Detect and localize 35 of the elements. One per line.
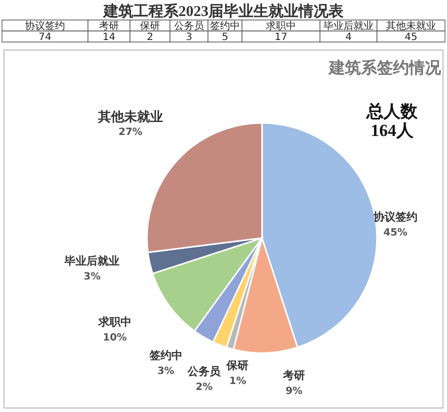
data-label: 3 [186,32,192,43]
category-label: 签约中 [210,20,240,32]
text: 建筑工程系2023届毕业生就业情况表 [102,3,344,20]
category-label: 协议签约 [25,20,65,32]
data-label: 45 [404,32,418,43]
category-label: 公务员 [174,20,204,32]
slice-label: 考研 [282,368,306,382]
data-label: 14 [102,32,116,43]
text: 总人数 164人 [366,102,418,140]
slice-label: 保研 [226,358,249,372]
data-label: 9% [286,386,303,397]
data-label: 3% [157,366,174,377]
category-label: 考研 [99,20,119,32]
slice-label: 签约中 [148,348,182,362]
data-label: 10% [102,332,127,344]
data-label: 2 [146,32,154,43]
data-label: 74 [38,32,52,43]
slice-label: 其他未就业 [96,109,163,126]
category-label: 求职中 [266,20,296,32]
data-label: 2% [196,382,213,393]
slice-label: 协议签约 [372,210,418,224]
category-label: 其他未就业 [386,20,436,32]
data-label: 3% [84,271,101,282]
data-label: 17 [274,32,288,43]
data-label: 27% [118,127,142,138]
data-label: 4 [345,32,352,43]
data-label: 45% [383,228,408,239]
slice-label: 公务员 [186,364,222,378]
data-label: 1% [229,376,246,387]
data-label: 5 [222,32,228,43]
slice-label: 求职中 [97,315,132,328]
category-label: 保研 [140,21,160,32]
category-label: 毕业后就业 [324,20,374,32]
slice-label: 毕业后就业 [64,254,120,268]
chart-title: 建筑系签约情况 [327,59,442,77]
